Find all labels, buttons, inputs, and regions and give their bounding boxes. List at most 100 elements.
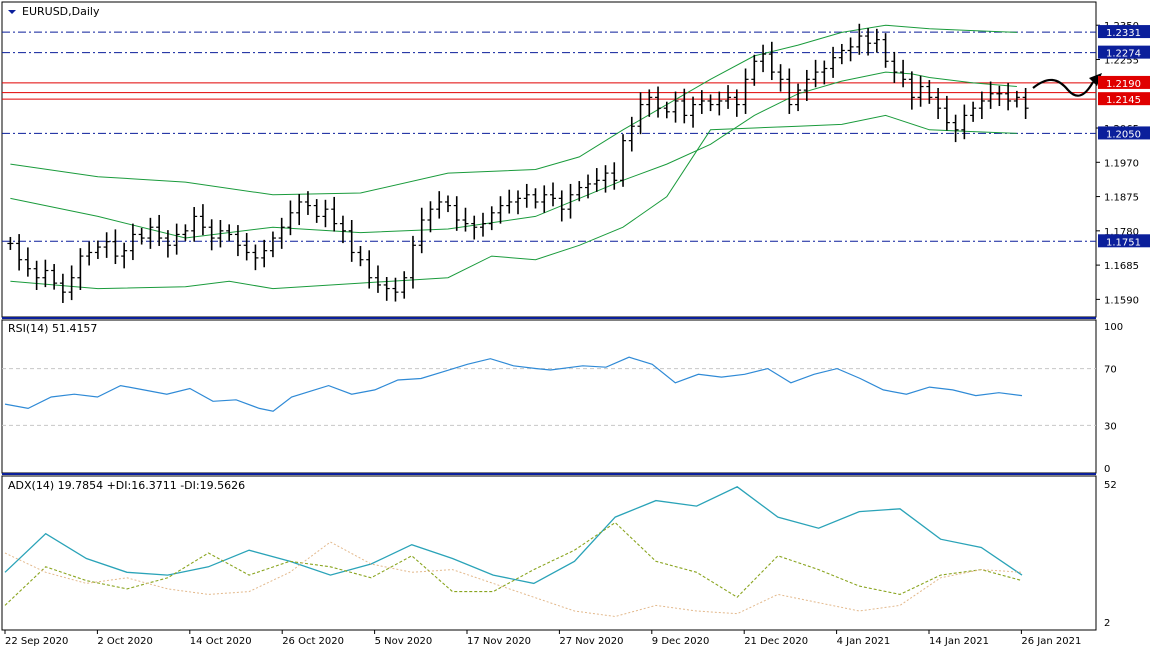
price-bar [707,94,714,112]
price-bar [690,96,697,128]
price-bar [1005,82,1012,111]
price-label: 1.2274 [1106,49,1141,60]
price-bar [243,232,250,261]
price-bar [147,217,154,249]
price-bar [269,231,276,258]
price-bar [208,219,215,251]
price-bar [199,204,206,236]
price-label: 1.2050 [1106,129,1141,140]
price-bar [392,277,399,302]
bollinger-upper-line [10,24,1017,196]
price-label-box [1098,25,1150,39]
time-tick-label: 21 Dec 2020 [744,636,808,647]
rsi-tick-label: 100 [1104,322,1123,333]
time-tick-label: 9 Dec 2020 [652,636,710,647]
price-tick-label: 1.1875 [1104,193,1139,204]
price-bar [733,89,740,117]
adx-legend: ADX(14) 19.7854 +DI:16.3711 -DI:19.5626 [8,479,245,492]
price-bar [523,183,530,208]
time-tick-label: 17 Nov 2020 [467,636,531,647]
rsi-tick-label: 30 [1104,421,1117,432]
price-bar [593,168,600,192]
price-bar [436,191,443,219]
price-bar [987,81,994,109]
price-bar [471,215,478,240]
price-bar [94,240,101,259]
price-bar [348,220,355,262]
price-bar [821,60,828,85]
price-bar [129,223,136,261]
price-bar [304,191,311,215]
price-bar [331,196,338,232]
price-label-box [1098,126,1150,140]
price-bar [322,199,329,228]
price-bar [7,236,14,250]
price-bar [847,37,854,62]
price-bar [900,59,907,88]
price-bar [42,259,49,288]
price-bar [672,91,679,123]
price-bar [453,196,460,231]
price-bar [882,33,889,68]
price-bar [86,241,93,266]
price-bar [611,162,618,190]
symbol-dropdown-icon[interactable] [8,10,16,14]
price-bar [532,188,539,209]
price-bar [908,71,915,110]
price-label: 1.2331 [1106,28,1141,39]
price-bar [698,90,705,114]
price-bar [366,250,373,289]
price-label: 1.2190 [1106,79,1141,90]
minus-di-line [4,541,1023,618]
price-bar [226,224,233,241]
price-bar [217,220,224,248]
price-bar [795,83,802,112]
price-bar [786,68,793,114]
adx-indicator: 52 2 [4,480,1117,629]
bollinger-lower-line [10,114,1017,290]
price-bar [24,247,31,277]
price-bar [16,234,23,271]
price-bar [716,91,723,116]
time-tick-label: 14 Jan 2021 [929,636,989,647]
price-bar [978,91,985,120]
price-bar [628,116,635,152]
rsi-legend: RSI(14) 51.4157 [8,322,97,335]
rsi-line [4,356,1023,412]
price-bar [427,201,434,233]
price-label-box [1098,234,1150,248]
price-bar [515,190,521,215]
price-bar [856,23,863,55]
price-tick-label: 1.1970 [1104,158,1139,169]
rsi-tick-label: 0 [1104,464,1110,475]
adx-tick-label: 2 [1104,618,1110,629]
time-tick-label: 26 Oct 2020 [282,636,344,647]
price-bar [59,273,66,303]
price-bar [865,28,872,56]
price-bar [357,245,364,267]
time-tick-label: 5 Nov 2020 [375,636,433,647]
price-bar [138,227,145,245]
price-bar [383,277,390,301]
adx-line [4,486,1023,585]
price-bar [278,217,285,249]
price-bar [121,242,128,269]
price-bar [479,212,486,237]
price-label-box [1098,45,1150,59]
price-bar [681,88,688,124]
price-bar [1013,90,1020,108]
time-tick-label: 26 Jan 2021 [1021,636,1081,647]
price-bar [261,239,268,268]
plus-di-line [4,521,1023,606]
price-bar [812,59,819,88]
price-bar [637,92,644,135]
price-bar [182,224,189,241]
price-bar [103,232,110,258]
price-bar [541,185,548,213]
price-label-box [1098,92,1150,106]
price-bar [830,46,837,78]
price-bar [77,248,84,290]
time-axis: 22 Sep 2020 2 Oct 2020 14 Oct 2020 26 Oct 2… [4,630,1081,647]
bollinger-middle-line [10,71,1017,239]
